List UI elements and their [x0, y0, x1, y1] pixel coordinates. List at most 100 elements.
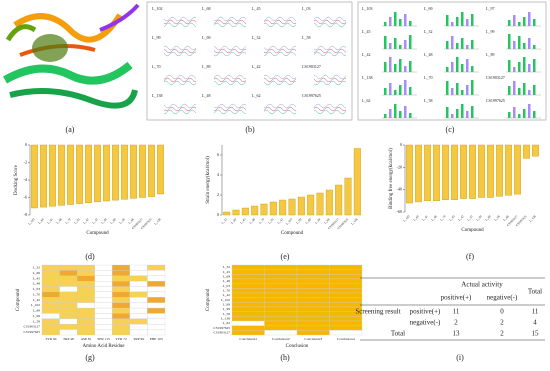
x-tick-label: L_48	[430, 214, 438, 222]
cell	[94, 291, 113, 298]
bar-glyph	[384, 62, 387, 72]
cell	[129, 291, 148, 298]
bar	[40, 144, 47, 208]
bar	[442, 144, 449, 200]
bar	[49, 144, 56, 207]
cell	[231, 311, 265, 317]
trace	[263, 77, 297, 83]
panel-label: (g)	[85, 353, 95, 362]
panel-label: (c)	[446, 125, 455, 134]
cell	[129, 307, 148, 314]
y-tick-label: -40	[397, 187, 402, 192]
bar-glyph	[451, 114, 454, 118]
y-tick-label: -60	[397, 209, 402, 214]
mini-plot-label: L_42	[252, 64, 260, 69]
col-label: TRP 48	[63, 337, 74, 341]
trace	[263, 103, 297, 109]
cell	[76, 302, 95, 309]
bar	[415, 144, 422, 203]
x-tick-label: L_102	[402, 214, 411, 223]
cell	[41, 281, 60, 287]
y-tick-label: 0	[217, 212, 219, 217]
table-cell: 2	[454, 319, 458, 327]
trace	[263, 80, 297, 86]
bar-glyph	[456, 57, 459, 72]
x-tick-label: L_99	[475, 214, 483, 222]
cell	[112, 270, 131, 276]
table-cell: 11	[532, 308, 539, 316]
cell	[129, 313, 148, 319]
cell	[264, 292, 298, 298]
cell	[231, 288, 265, 294]
cell	[147, 302, 166, 309]
bar	[353, 148, 361, 216]
bar-glyph	[394, 104, 397, 118]
row-label: L_03	[33, 287, 41, 291]
bar	[121, 144, 128, 200]
mini-plot-label: L_03	[302, 6, 310, 11]
cell	[59, 270, 78, 276]
bar-glyph	[404, 106, 407, 118]
mini-plot-label: L_99	[152, 35, 160, 40]
bar-glyph	[384, 36, 387, 49]
cell	[231, 274, 265, 280]
cell	[296, 316, 330, 322]
row-label: L_89	[33, 309, 41, 313]
bar-glyph	[533, 19, 536, 26]
col-label: Conclusion1	[239, 337, 257, 341]
trace	[313, 106, 347, 112]
bar	[433, 144, 440, 202]
cell	[264, 288, 298, 294]
mini-plot-label: L_58	[424, 98, 432, 103]
bar	[406, 144, 413, 204]
mini-plot-label: L_32	[252, 35, 260, 40]
cell	[76, 270, 95, 276]
x-tick-label: L_138	[350, 217, 359, 226]
row-label: L_32	[223, 265, 231, 269]
trace	[263, 48, 297, 54]
x-tick-label: L_32	[466, 214, 474, 222]
trace	[313, 19, 347, 25]
bar-glyph	[389, 17, 392, 26]
bar-glyph	[384, 88, 387, 95]
cell	[329, 325, 363, 331]
panel-label: (h)	[280, 353, 290, 362]
cell	[296, 306, 330, 312]
row-label: L_62	[223, 321, 231, 325]
bar-glyph	[528, 104, 531, 118]
bar-glyph	[513, 81, 516, 95]
col-label: SER 115	[97, 337, 110, 341]
y-tick-label: 2	[217, 192, 219, 197]
x-tick-label: L_69	[37, 217, 45, 225]
cell	[129, 286, 148, 293]
bar-glyph	[451, 62, 454, 72]
y-tick-label: -4	[24, 177, 27, 182]
bar	[94, 144, 101, 203]
bar	[532, 144, 539, 157]
x-tick-label: L_89	[109, 217, 117, 225]
y-tick-label: 4	[217, 172, 219, 177]
col-label: Conclusion2	[272, 337, 290, 341]
cell	[94, 264, 113, 271]
table-subheader: positive(+)	[441, 294, 472, 302]
cell	[296, 278, 330, 284]
y-axis-title: Binding free energy(kcal/mol)	[389, 148, 394, 209]
table-cell: 0	[500, 308, 504, 316]
table-cell: negative(-)	[410, 319, 441, 327]
cell	[296, 269, 330, 275]
cell	[231, 320, 265, 326]
cell	[59, 275, 78, 282]
row-label: CS1997625	[23, 330, 40, 334]
bar	[344, 177, 352, 216]
table-cell: 2	[500, 330, 504, 338]
x-tick-label: L_48	[249, 217, 257, 225]
col-label: TYR 72	[115, 337, 127, 341]
cell	[41, 286, 60, 293]
table-cell: 2	[500, 319, 504, 327]
table-cell: 11	[453, 308, 460, 316]
cell	[296, 297, 330, 303]
bar-glyph	[394, 90, 397, 95]
bar-glyph	[451, 22, 454, 26]
bar-glyph	[523, 57, 526, 72]
